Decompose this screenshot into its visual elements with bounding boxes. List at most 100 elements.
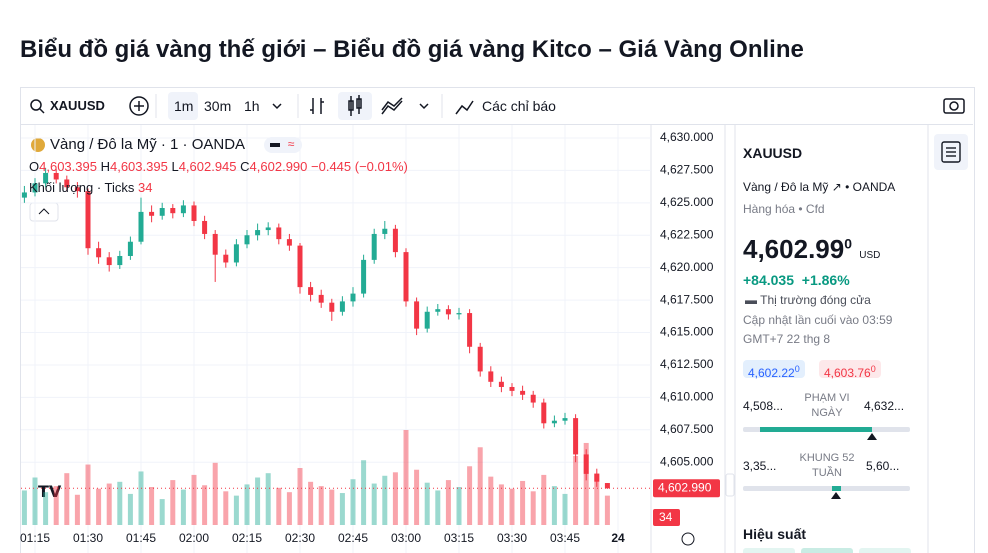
candle-body xyxy=(382,228,388,234)
candle-body xyxy=(573,418,579,455)
volume-bar xyxy=(64,473,70,525)
candle-body xyxy=(414,301,420,329)
volume-bar xyxy=(255,477,261,525)
x-tick-label: 24 xyxy=(611,531,625,545)
settings-icon[interactable] xyxy=(681,532,695,546)
ask-value: 4,603.76 xyxy=(824,366,871,380)
volume-bar xyxy=(477,447,483,525)
candle-body xyxy=(445,309,451,315)
week-high: 5,60... xyxy=(866,459,900,473)
x-tick-label: 03:00 xyxy=(391,531,421,545)
widget-frame xyxy=(20,87,975,553)
candle-body xyxy=(435,309,441,312)
volume-bar xyxy=(562,493,568,525)
volume-bar xyxy=(202,485,208,525)
volume-bar xyxy=(498,484,504,525)
ohlc-value: 4,602.945 xyxy=(178,159,237,174)
candle-body xyxy=(191,205,197,221)
interval-active[interactable] xyxy=(168,92,198,120)
candle-body xyxy=(361,259,367,294)
status-icon: ≈ xyxy=(288,137,295,151)
chart-type-active[interactable] xyxy=(338,92,372,120)
volume-bar xyxy=(244,484,250,525)
candle-body xyxy=(180,205,186,214)
candle-body xyxy=(424,311,430,329)
day-marker xyxy=(867,433,877,440)
candle-body xyxy=(159,208,165,216)
candle-body xyxy=(467,313,473,347)
volume-bar xyxy=(191,474,197,525)
candle-body xyxy=(286,239,292,246)
volume-bar xyxy=(318,486,324,525)
candle-body xyxy=(276,227,282,240)
bid-sup: 0 xyxy=(794,364,800,374)
volume-title: Khối lượng · Ticks xyxy=(29,180,135,195)
ohlc-change: −0.445 (−0.01%) xyxy=(311,159,408,174)
ask: 4,603.760 xyxy=(819,360,881,380)
volume-bar xyxy=(445,480,451,525)
candle-body xyxy=(530,394,536,403)
last-price-label: 4,602.990 xyxy=(658,480,712,494)
volume-bar xyxy=(159,499,165,525)
candle-body xyxy=(318,294,324,303)
week-label: KHUNG 52 TUẦN xyxy=(799,452,855,479)
symbol[interactable]: XAUUSD xyxy=(50,98,105,113)
panel-name-text: Vàng / Đô la Mỹ xyxy=(743,180,829,194)
candle-body xyxy=(350,293,356,302)
y-tick-label: 4,615.000 xyxy=(660,325,714,339)
day-range xyxy=(760,427,872,432)
change-pct: +1.86% xyxy=(801,272,850,288)
interval[interactable]: 1m xyxy=(174,98,194,114)
day-high: 4,632... xyxy=(864,399,905,413)
last-price-box xyxy=(653,479,720,498)
candle-body xyxy=(308,287,314,295)
candle-body xyxy=(339,301,345,312)
interval[interactable]: 30m xyxy=(204,98,232,114)
change: +84.035 xyxy=(743,272,794,288)
volume-bar xyxy=(361,460,367,525)
volume-bar xyxy=(339,493,345,525)
x-tick-label: 01:45 xyxy=(126,531,156,545)
collapse-icon xyxy=(38,208,50,215)
volume-bar xyxy=(170,480,176,525)
price: 4,602.99 xyxy=(743,234,845,264)
volume-bar xyxy=(276,487,282,525)
volume-bar xyxy=(371,483,377,525)
candle-body xyxy=(212,233,218,255)
x-tick-label: 02:30 xyxy=(285,531,315,545)
volume-bar xyxy=(117,481,123,525)
volume-label: 34 xyxy=(659,510,673,524)
volume-bar xyxy=(382,475,388,525)
status-icon xyxy=(270,143,280,147)
interval[interactable]: 1h xyxy=(244,98,260,114)
candle-body xyxy=(520,390,526,395)
bid-value: 4,602.22 xyxy=(748,366,795,380)
week-track xyxy=(743,486,910,491)
candle-body xyxy=(255,230,261,236)
candle-body xyxy=(85,191,91,249)
panel-kind: Cfd xyxy=(805,202,825,216)
volume-bar xyxy=(96,488,102,525)
candle-body xyxy=(223,254,229,263)
ohlc-key: O xyxy=(29,159,40,174)
collapse-legend[interactable] xyxy=(29,202,59,222)
x-tick-label: 01:30 xyxy=(73,531,103,545)
candle-body xyxy=(64,179,70,188)
volume-bar xyxy=(308,481,314,525)
volume-bar xyxy=(424,482,430,525)
candle-body xyxy=(541,402,547,424)
candle-body xyxy=(32,183,38,193)
volume-box xyxy=(653,509,680,526)
indicators[interactable]: Các chỉ báo xyxy=(482,98,556,114)
candle-body xyxy=(297,245,303,288)
candle-body xyxy=(477,346,483,372)
panel-exchange: OANDA xyxy=(852,180,896,194)
candle-body xyxy=(74,187,80,192)
x-tick-label: 03:15 xyxy=(444,531,474,545)
ohlc-legend: O4,603.395 H4,603.395 L4,602.945 C4,602.… xyxy=(29,159,408,174)
candle-body xyxy=(329,302,335,312)
currency: USD xyxy=(859,250,881,261)
panel-price: 4,602.990 USD xyxy=(743,234,880,265)
volume-bar xyxy=(403,430,409,525)
collapse-handle[interactable] xyxy=(725,473,735,497)
